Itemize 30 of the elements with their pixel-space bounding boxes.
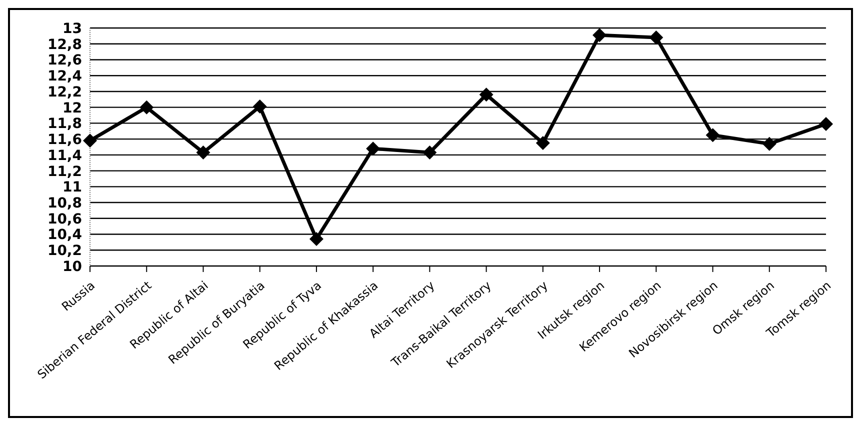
point: [366, 142, 380, 156]
y-tick-label: 12,2: [47, 84, 82, 100]
y-tick-label: 10,8: [47, 196, 82, 212]
y-tick-label: 11,4: [47, 148, 82, 164]
point: [479, 88, 494, 102]
point: [592, 28, 607, 42]
y-tick-label: 11: [62, 180, 82, 196]
point: [83, 134, 97, 148]
point: [252, 100, 267, 114]
point: [649, 30, 664, 45]
y-tick-label: 11,8: [47, 116, 82, 132]
point: [309, 232, 324, 246]
point: [706, 128, 720, 142]
point: [536, 136, 550, 150]
y-tick-label: 10,6: [47, 211, 82, 228]
y-tick-label: 12: [62, 100, 82, 116]
y-tick-label: 12,6: [47, 52, 82, 69]
y-tick-label: 13: [62, 20, 82, 37]
point: [819, 116, 833, 131]
point: [140, 100, 154, 114]
y-tick-label: 10,4: [47, 227, 82, 244]
y-tick-label: 10: [62, 258, 82, 275]
y-tick-label: 11,6: [47, 132, 82, 148]
point: [422, 146, 437, 160]
point: [762, 136, 776, 151]
y-tick-label: 12,4: [47, 68, 82, 85]
y-tick-label: 10,2: [47, 243, 82, 260]
y-tick-label: 12,8: [47, 36, 82, 53]
point: [196, 146, 210, 160]
y-tick-label: 11,2: [47, 164, 82, 180]
